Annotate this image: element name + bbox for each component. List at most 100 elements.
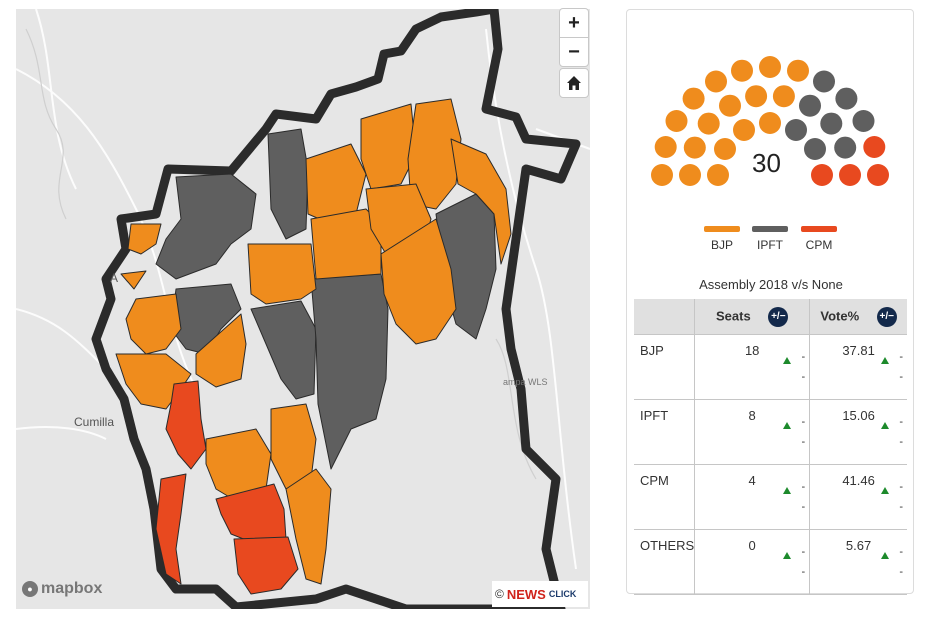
constituency-ipft[interactable] — [250, 300, 317, 400]
place-label-cumilla: Cumilla — [74, 415, 115, 429]
vote-value: 37.81 — [842, 343, 875, 358]
constituency-bjp[interactable] — [407, 98, 462, 210]
vote-value: 5.67 — [845, 538, 872, 553]
vote-delta: -- — [899, 481, 903, 513]
table-row: OTHERS 0 -- 5.67 -- — [634, 529, 907, 595]
seats-toggle-button[interactable]: +/− — [768, 306, 789, 327]
header-seats-label: Seats — [716, 307, 751, 323]
constituency-ipft[interactable] — [155, 173, 257, 280]
vote-cell: 41.46 -- — [809, 464, 907, 530]
vote-value: 41.46 — [842, 473, 875, 488]
legend-swatch — [752, 226, 788, 232]
constituency-bjp[interactable] — [450, 138, 512, 265]
seat-dot-ipft — [835, 87, 858, 110]
seat-dot-cpm — [839, 164, 861, 186]
constituency-cpm[interactable] — [233, 536, 299, 595]
seat-dot-bjp — [707, 164, 729, 186]
seat-dot-ipft — [834, 136, 857, 159]
legend-label: CPM — [805, 238, 833, 252]
header-vote-label: Vote% — [820, 307, 860, 323]
constituency-bjp[interactable] — [247, 243, 317, 305]
seats-cell: 0 -- — [694, 529, 811, 595]
header-party — [634, 299, 696, 335]
seat-dot-ipft — [852, 110, 875, 132]
legend-swatch — [801, 226, 837, 232]
vote-cell: 37.81 -- — [809, 334, 907, 400]
constituency-bjp[interactable] — [125, 293, 182, 355]
vote-toggle-button[interactable]: +/− — [876, 306, 897, 327]
vote-delta: -- — [899, 546, 903, 578]
map-rivers — [25, 28, 537, 480]
vote-delta: -- — [899, 416, 903, 448]
seats-value: 18 — [744, 343, 760, 358]
seat-dot-bjp — [772, 85, 795, 108]
seat-dot-bjp — [651, 164, 673, 186]
legend-cpm: CPM — [801, 226, 837, 252]
seats-value: 0 — [748, 538, 756, 553]
up-arrow-icon — [783, 552, 792, 559]
constituency-ipft[interactable] — [267, 128, 309, 240]
seat-dot-bjp — [705, 70, 727, 93]
constituency-bjp[interactable] — [310, 208, 382, 280]
state-border — [91, 9, 581, 609]
up-arrow-icon — [881, 357, 889, 364]
up-arrow-icon — [881, 552, 889, 559]
seat-dot-bjp — [759, 56, 781, 78]
party-name: IPFT — [634, 399, 696, 465]
home-button[interactable] — [559, 68, 589, 98]
seat-dot-bjp — [719, 94, 741, 117]
party-name: BJP — [634, 334, 696, 400]
vote-cell: 5.67 -- — [809, 529, 907, 595]
seat-dot-cpm — [863, 136, 886, 158]
seat-dot-bjp — [679, 164, 701, 186]
seat-dot-bjp — [733, 119, 755, 141]
seat-dot-bjp — [745, 85, 768, 108]
constituency-ipft[interactable] — [310, 273, 389, 470]
seat-dot-ipft — [804, 138, 826, 160]
constituency-cpm[interactable] — [155, 473, 187, 585]
constituency-bjp[interactable] — [285, 468, 332, 585]
up-arrow-icon — [783, 422, 792, 429]
constituency-bjp[interactable] — [127, 223, 162, 255]
mapbox-logo[interactable]: ● mapbox — [22, 580, 102, 598]
party-name: OTHERS — [634, 529, 696, 595]
seats-cell: 4 -- — [694, 464, 811, 530]
place-label-wls: ampa WLS — [503, 377, 548, 387]
table-row: CPM 4 -- 41.46 -- — [634, 464, 907, 530]
seats-delta: -- — [801, 481, 806, 513]
place-label-agartala: A — [110, 271, 119, 285]
seat-dot-cpm — [811, 164, 833, 186]
table-row: IPFT 8 -- 15.06 -- — [634, 399, 907, 465]
copyright-symbol: © — [495, 587, 504, 601]
newsclick-logo-news: NEWS — [506, 586, 546, 602]
results-table: Seats +/− Vote% +/− BJP 18 -- 37.81 -- I… — [634, 299, 907, 595]
vote-value: 15.06 — [842, 408, 875, 423]
total-seats: 30 — [752, 148, 781, 178]
table-row: BJP 18 -- 37.81 -- — [634, 334, 907, 400]
table-title: Assembly 2018 v/s None — [699, 277, 843, 292]
constituency-bjp[interactable] — [380, 218, 457, 345]
constituency-cpm[interactable] — [165, 380, 207, 470]
legend-bjp: BJP — [704, 226, 740, 252]
home-icon — [567, 76, 581, 90]
seat-dot-bjp — [714, 138, 736, 160]
legend-label: IPFT — [757, 238, 783, 252]
constituency-bjp[interactable] — [195, 313, 247, 388]
newsclick-logo-click: CLICK — [548, 589, 577, 599]
seats-cell: 8 -- — [694, 399, 811, 465]
zoom-in-button[interactable]: + — [559, 8, 589, 38]
seat-dot-ipft — [799, 94, 821, 117]
constituency-bjp[interactable] — [360, 103, 417, 190]
newsclick-attribution[interactable]: © NEWS CLICK — [492, 581, 588, 607]
constituency-bjp[interactable] — [120, 270, 147, 290]
legend-swatch — [704, 226, 740, 232]
seat-dot-bjp — [759, 112, 781, 134]
seat-dot-bjp — [665, 110, 688, 132]
seats-delta: -- — [801, 351, 806, 383]
seat-dot-bjp — [697, 112, 720, 135]
map-canvas[interactable]: A Cumilla ampa WLS — [16, 9, 590, 609]
zoom-out-button[interactable]: − — [559, 37, 589, 67]
seat-dot-bjp — [654, 136, 677, 158]
seat-dot-ipft — [820, 112, 843, 135]
legend-label: BJP — [710, 238, 733, 252]
